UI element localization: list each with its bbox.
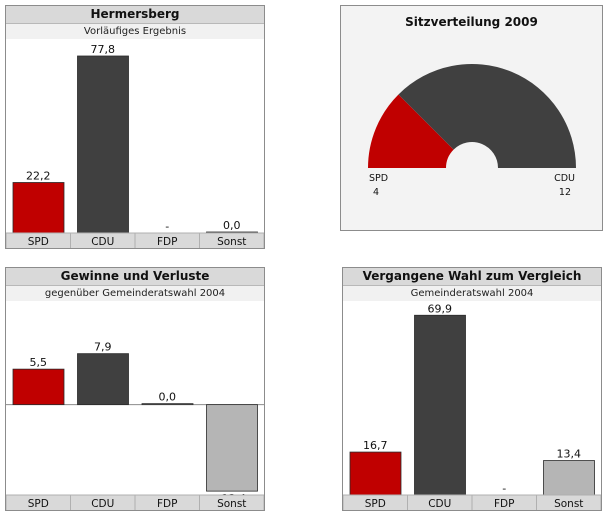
bar-value-label: - <box>165 220 169 233</box>
bar-value-label: 13,4 <box>557 448 582 461</box>
seats-chart-panel: Sitzverteilung 2009 SPD 4 CDU 12 <box>340 5 603 231</box>
category-label-cdu: CDU <box>428 498 451 510</box>
bar-value-label: 5,5 <box>30 356 48 369</box>
category-label-fdp: FDP <box>494 498 514 510</box>
seat-segment-cdu <box>398 63 576 168</box>
result-chart-title: Hermersberg <box>6 6 264 24</box>
bar-sonst <box>543 460 595 496</box>
category-label-sonst: Sonst <box>217 498 246 510</box>
previous-chart-subtitle: Gemeinderatswahl 2004 <box>343 286 601 301</box>
seat-party-label-spd: SPD <box>369 173 388 184</box>
category-cell <box>536 494 601 510</box>
bar-value-label: 7,9 <box>94 341 112 354</box>
seats-chart-title: Sitzverteilung 2009 <box>405 15 538 29</box>
bar-value-label: - <box>502 482 506 495</box>
bar-fdp <box>141 403 194 406</box>
category-label-sonst: Sonst <box>217 236 246 248</box>
bar-cdu <box>414 314 466 496</box>
bar-spd <box>12 368 65 406</box>
bar-value-label: 0,0 <box>159 391 177 404</box>
change-chart-title: Gewinne und Verluste <box>6 268 264 286</box>
category-label-fdp: FDP <box>157 498 177 510</box>
category-label-spd: SPD <box>28 236 49 248</box>
seat-segment-spd <box>368 94 454 168</box>
previous-chart-panel: Vergangene Wahl zum Vergleich Gemeindera… <box>342 267 602 511</box>
category-cell <box>199 232 264 248</box>
category-label-spd: SPD <box>28 498 49 510</box>
category-label-sonst: Sonst <box>554 498 583 510</box>
bar-value-label: 16,7 <box>363 439 388 452</box>
result-chart-panel: Hermersberg Vorläufiges Ergebnis 22,2 SPD… <box>5 5 265 249</box>
bar-value-label: 0,0 <box>223 219 241 232</box>
previous-chart-title: Vergangene Wahl zum Vergleich <box>343 268 601 286</box>
bar-cdu <box>77 55 129 234</box>
seat-count-label-spd: 4 <box>373 187 379 198</box>
change-chart-subtitle: gegenüber Gemeinderatswahl 2004 <box>6 286 264 301</box>
bar-value-label: 77,8 <box>91 43 116 56</box>
category-label-cdu: CDU <box>91 236 114 248</box>
bar-value-label: 22,2 <box>26 169 51 182</box>
bar-spd <box>12 182 65 234</box>
bar-cdu <box>77 353 129 406</box>
category-label-spd: SPD <box>365 498 386 510</box>
bar-value-label: 69,9 <box>428 302 453 315</box>
category-label-cdu: CDU <box>91 498 114 510</box>
seats-semicircle-chart: SPD 4 CDU 12 <box>368 63 576 198</box>
bar-sonst <box>206 404 258 492</box>
seat-count-label-cdu: 12 <box>559 187 571 198</box>
change-chart-panel: Gewinne und Verluste gegenüber Gemeinder… <box>5 267 265 511</box>
category-cell <box>199 494 264 510</box>
result-chart-subtitle: Vorläufiges Ergebnis <box>6 24 264 39</box>
category-label-fdp: FDP <box>157 236 177 248</box>
result-bar-chart: 22,2 SPD 77,8 CDU - FDP 0,0 Sonst <box>6 43 264 248</box>
bar-spd <box>349 451 402 496</box>
previous-bar-chart: 16,7 SPD 69,9 CDU - FDP 13,4 Sonst <box>343 302 601 510</box>
seat-party-label-cdu: CDU <box>554 173 575 184</box>
